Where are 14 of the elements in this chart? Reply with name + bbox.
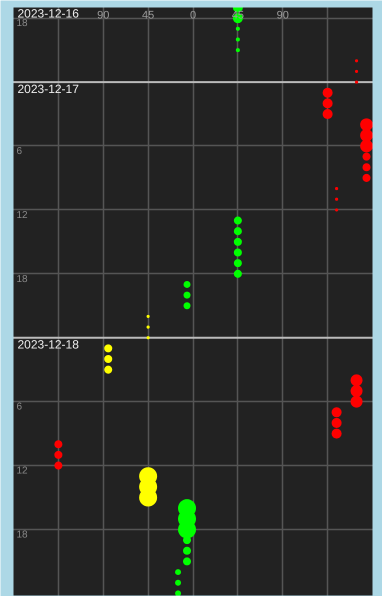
annotation: 2023-12-16: [18, 6, 80, 20]
x-tick-label: 90: [276, 10, 289, 22]
y-tick-label: 12: [16, 466, 28, 477]
y-tick-label: 6: [16, 146, 22, 157]
x-tick-label: 90: [97, 10, 110, 22]
x-tick-label: 0: [190, 10, 196, 22]
y-tick-label: 6: [16, 402, 22, 413]
y-tick-label: 12: [16, 210, 28, 221]
y-tick-label: 18: [16, 274, 28, 285]
ref-line-label: 2023-12-18: [18, 338, 80, 352]
x-tick-label: 45: [142, 10, 154, 22]
y-tick-label: 18: [16, 529, 28, 540]
ref-line-label: 2023-12-17: [18, 82, 80, 96]
y-tick-label: 18: [16, 18, 28, 30]
